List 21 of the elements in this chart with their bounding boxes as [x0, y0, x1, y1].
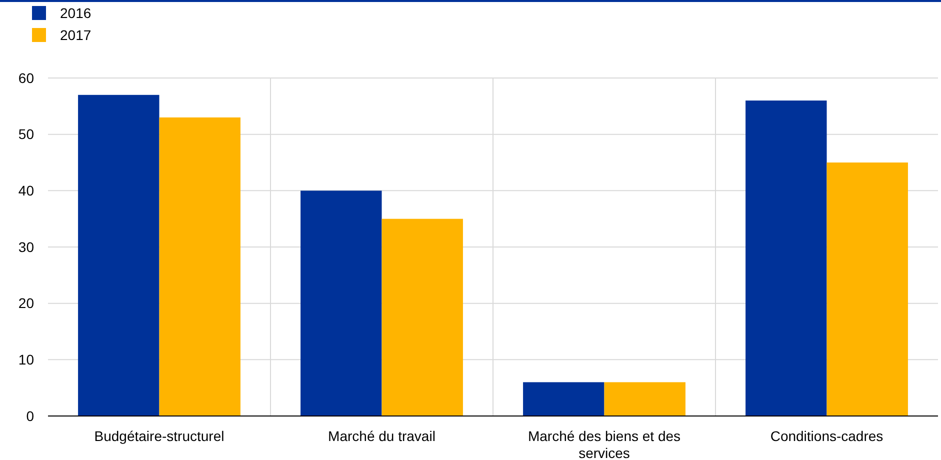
y-tick-label: 60 — [18, 70, 34, 86]
x-tick-label: Marché du travail — [328, 428, 436, 444]
y-tick-label: 30 — [18, 238, 34, 255]
bar — [604, 382, 686, 416]
x-tick-label: Budgétaire-structurel — [94, 428, 224, 444]
y-tick-label: 20 — [18, 295, 34, 312]
x-tick-label: Conditions-cadres — [770, 428, 884, 444]
bar — [826, 162, 908, 416]
y-tick-label: 40 — [18, 182, 34, 199]
y-tick-label: 10 — [18, 352, 34, 368]
y-tick-label: 50 — [18, 126, 34, 142]
legend-label: 2017 — [60, 26, 92, 43]
bar — [523, 382, 604, 416]
bar — [78, 94, 160, 416]
bar — [746, 100, 827, 416]
x-tick-label: Marché des biens et des services — [528, 428, 681, 460]
y-tick-label: 0 — [26, 408, 34, 424]
bar — [382, 218, 463, 416]
bar — [300, 190, 382, 416]
bar — [159, 117, 240, 416]
legend-label: 2016 — [60, 4, 92, 21]
